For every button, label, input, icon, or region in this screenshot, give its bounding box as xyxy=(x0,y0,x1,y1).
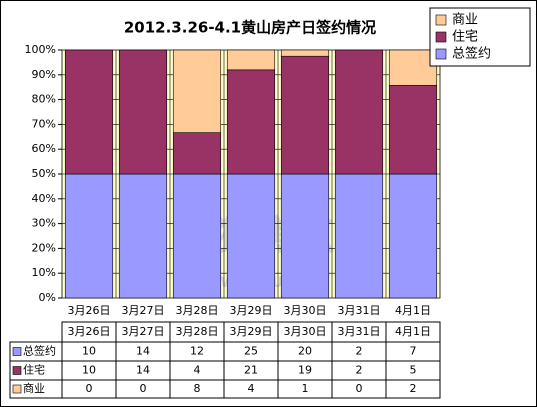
bar-segment xyxy=(226,173,276,299)
table-header: 3月31日 xyxy=(338,325,381,338)
table-value: 2 xyxy=(410,382,417,395)
table-swatch xyxy=(12,366,22,375)
y-tick-label: 0% xyxy=(39,291,56,304)
bar-segment xyxy=(118,173,168,299)
x-tick-label: 3月31日 xyxy=(338,304,381,317)
table-swatch xyxy=(12,347,22,356)
y-tick-label: 70% xyxy=(32,117,56,130)
legend xyxy=(429,7,531,67)
legend-label: 商业 xyxy=(452,13,478,28)
x-tick-label: 3月26日 xyxy=(68,304,111,317)
bar-segment xyxy=(388,49,438,86)
table-header: 3月29日 xyxy=(230,325,273,338)
x-tick-label: 3月29日 xyxy=(230,304,273,317)
y-tick-label: 100% xyxy=(25,43,56,56)
table-row-label: 总签约 xyxy=(23,344,56,358)
table-row-label: 住宅 xyxy=(23,363,45,377)
y-tick-label: 10% xyxy=(32,266,56,279)
legend-label: 住宅 xyxy=(452,30,478,45)
table-value: 2 xyxy=(356,345,363,358)
bar-segment xyxy=(226,69,276,175)
y-tick-label: 30% xyxy=(32,217,56,230)
y-tick-label: 40% xyxy=(32,192,56,205)
table-value: 14 xyxy=(136,345,150,358)
table-value: 19 xyxy=(298,364,312,377)
bar-segment xyxy=(280,173,330,299)
table-value: 21 xyxy=(244,364,258,377)
table-header: 3月26日 xyxy=(68,325,111,338)
table-value: 2 xyxy=(356,364,363,377)
table-value: 0 xyxy=(86,382,93,395)
legend-swatch xyxy=(435,31,447,43)
table-value: 12 xyxy=(190,345,204,358)
table-header: 4月1日 xyxy=(395,325,431,338)
table-value: 14 xyxy=(136,364,150,377)
table-value: 0 xyxy=(140,382,147,395)
bar-segment xyxy=(118,49,168,175)
y-tick-label: 80% xyxy=(32,93,56,106)
bar-segment xyxy=(226,49,276,71)
table-value: 10 xyxy=(82,364,96,377)
x-tick-label: 3月28日 xyxy=(176,304,219,317)
y-tick-label: 90% xyxy=(32,68,56,81)
bar-segment xyxy=(280,55,330,175)
table-value: 5 xyxy=(410,364,417,377)
y-tick-label: 60% xyxy=(32,142,56,155)
table-value: 1 xyxy=(302,382,309,395)
table-row-label: 商业 xyxy=(23,381,45,395)
bar-segment xyxy=(388,85,438,175)
y-tick-label: 50% xyxy=(32,167,56,180)
x-tick-label: 3月27日 xyxy=(122,304,165,317)
y-tick-label: 20% xyxy=(32,241,56,254)
table-value: 0 xyxy=(356,382,363,395)
bar-segment xyxy=(64,173,114,299)
bar-segment xyxy=(334,49,384,175)
table-value: 20 xyxy=(298,345,312,358)
table-value: 8 xyxy=(194,382,201,395)
table-swatch xyxy=(12,384,22,394)
bar-segment xyxy=(172,49,222,133)
bar-segment xyxy=(172,132,222,175)
x-tick-label: 3月30日 xyxy=(284,304,327,317)
table-value: 25 xyxy=(244,345,258,358)
legend-label: 总签约 xyxy=(452,46,491,62)
table-value: 4 xyxy=(194,364,201,377)
bar-segment xyxy=(388,173,438,299)
table-value: 4 xyxy=(248,382,255,395)
x-tick-label: 4月1日 xyxy=(395,304,431,317)
table-value: 7 xyxy=(410,345,417,358)
bar-segment xyxy=(172,173,222,299)
bar-segment xyxy=(280,49,330,57)
table-header: 3月28日 xyxy=(176,325,219,338)
legend-swatch xyxy=(435,14,447,26)
chart-title: 2012.3.26-4.1黄山房产日签约情况 xyxy=(124,19,376,37)
table-header: 3月27日 xyxy=(122,325,165,338)
table-header: 3月30日 xyxy=(284,325,327,338)
table-value: 10 xyxy=(82,345,96,358)
bar-segment xyxy=(64,49,114,175)
bar-segment xyxy=(334,173,384,299)
legend-swatch xyxy=(435,48,447,60)
